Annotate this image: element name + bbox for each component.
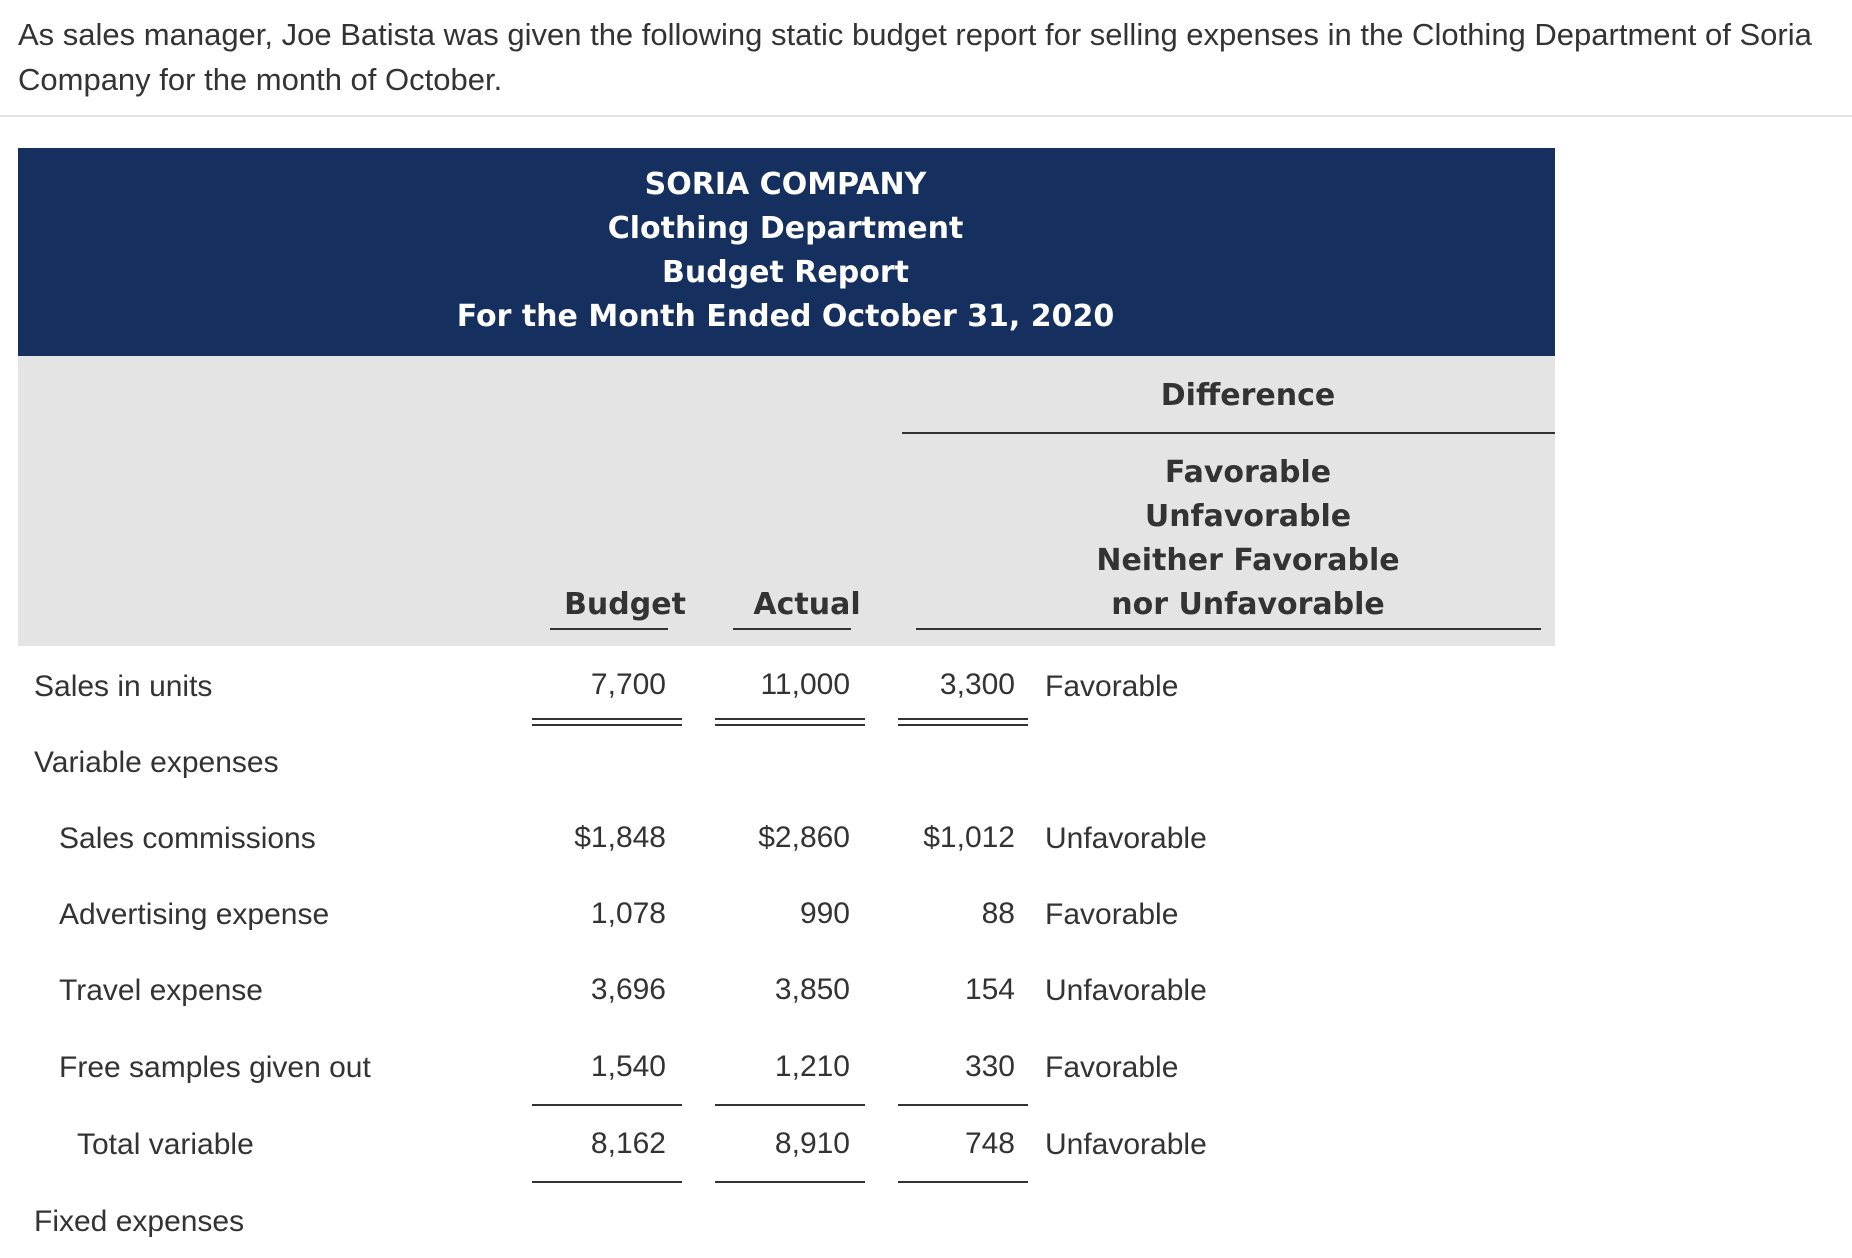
free-samples-status: Favorable <box>1045 1051 1179 1084</box>
sales-units-budget-double-rule-top <box>532 718 682 720</box>
actual-header: Actual <box>753 587 861 622</box>
total-variable-status: Unfavorable <box>1045 1128 1207 1161</box>
column-header-band: Difference Favorable Unfavorable Neither… <box>18 356 1555 646</box>
total-variable-actual: 8,910 <box>774 1127 850 1160</box>
travel-budget: 3,696 <box>590 973 666 1006</box>
intro-divider <box>0 115 1852 117</box>
free-samples-budget: 1,540 <box>590 1050 666 1083</box>
sales-units-actual: 11,000 <box>760 668 850 701</box>
row-label-sales-commissions: Sales commissions <box>59 822 316 855</box>
advertising-difference: 88 <box>981 897 1015 930</box>
intro-text: As sales manager, Joe Batista was given … <box>18 17 1812 97</box>
company-name: SORIA COMPANY <box>644 167 927 202</box>
travel-difference: 154 <box>964 973 1015 1006</box>
report-name: Budget Report <box>662 255 909 290</box>
total-variable-budget-rule <box>532 1181 682 1183</box>
actual-header-rule <box>733 628 851 630</box>
variable-expenses-heading: Variable expenses <box>34 746 279 779</box>
total-variable-difference: 748 <box>964 1127 1015 1160</box>
free-samples-difference: 330 <box>964 1050 1015 1083</box>
advertising-status: Favorable <box>1045 898 1179 931</box>
difference-options-rule <box>916 628 1541 630</box>
sales-units-actual-double-rule-bottom <box>715 724 865 726</box>
sales-units-difference-double-rule-bottom <box>898 724 1028 726</box>
difference-option-favorable: Favorable <box>1164 455 1332 490</box>
department-name: Clothing Department <box>607 211 964 246</box>
free-samples-budget-rule <box>532 1104 682 1106</box>
total-variable-budget: 8,162 <box>590 1127 666 1160</box>
sales-units-budget-double-rule-bottom <box>532 724 682 726</box>
sales-units-budget: 7,700 <box>590 668 666 701</box>
row-label-total-variable: Total variable <box>77 1128 254 1161</box>
total-variable-actual-rule <box>715 1181 865 1183</box>
sales-units-status: Favorable <box>1045 670 1179 703</box>
fixed-expenses-heading: Fixed expenses <box>34 1205 245 1238</box>
sales-units-actual-double-rule-top <box>715 718 865 720</box>
free-samples-difference-rule <box>898 1104 1028 1106</box>
difference-option-nor: nor Unfavorable <box>1111 587 1385 622</box>
sales-units-difference-double-rule-top <box>898 718 1028 720</box>
report-period: For the Month Ended October 31, 2020 <box>456 299 1115 334</box>
difference-header: Difference <box>1160 378 1336 413</box>
sales-commissions-actual: $2,860 <box>758 821 850 854</box>
travel-actual: 3,850 <box>774 973 850 1006</box>
sales-commissions-status: Unfavorable <box>1045 822 1207 855</box>
free-samples-actual-rule <box>715 1104 865 1106</box>
sales-units-difference: 3,300 <box>939 668 1015 701</box>
advertising-actual: 990 <box>799 897 850 930</box>
row-label-advertising: Advertising expense <box>59 898 330 931</box>
free-samples-actual: 1,210 <box>774 1050 850 1083</box>
report-title-band: SORIA COMPANY Clothing Department Budget… <box>18 148 1555 356</box>
budget-header: Budget <box>564 587 686 622</box>
difference-option-neither: Neither Favorable <box>1096 543 1400 578</box>
sales-commissions-difference: $1,012 <box>923 821 1015 854</box>
total-variable-difference-rule <box>898 1181 1028 1183</box>
budget-header-rule <box>550 628 668 630</box>
sales-commissions-budget: $1,848 <box>574 821 666 854</box>
difference-header-rule <box>902 432 1555 434</box>
advertising-budget: 1,078 <box>590 897 666 930</box>
row-label-travel: Travel expense <box>59 974 263 1007</box>
difference-option-unfavorable: Unfavorable <box>1144 499 1352 534</box>
row-label-sales-units: Sales in units <box>34 670 213 703</box>
row-label-free-samples: Free samples given out <box>59 1051 371 1084</box>
travel-status: Unfavorable <box>1045 974 1207 1007</box>
